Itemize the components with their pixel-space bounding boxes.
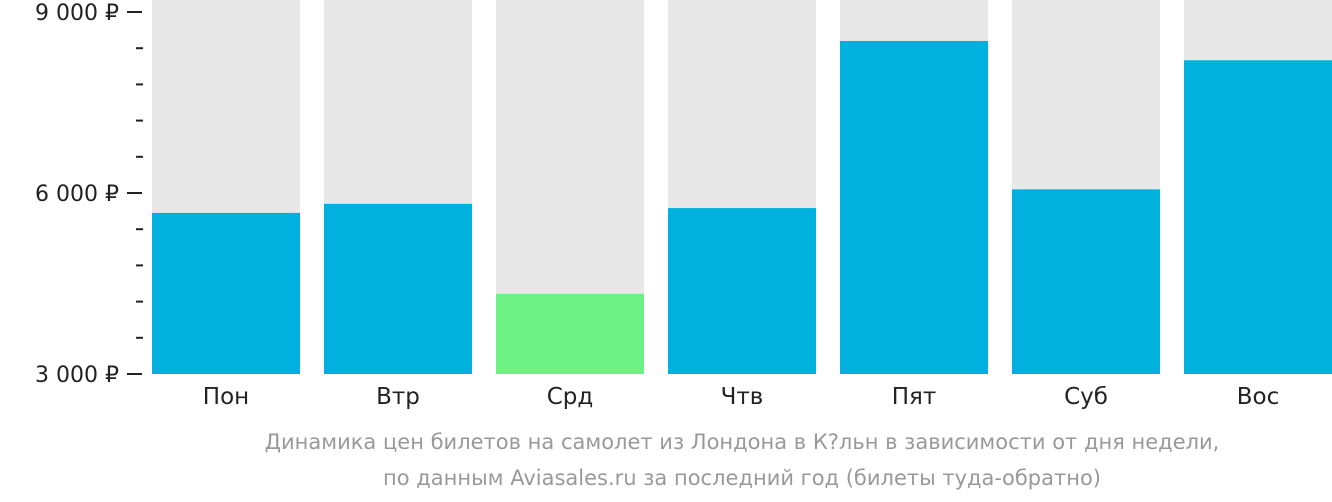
- category-label: Пят: [892, 384, 937, 410]
- category-label: Чтв: [721, 384, 764, 410]
- bar-1: [152, 212, 300, 374]
- category-label: Втр: [376, 384, 420, 410]
- bar-7: [1184, 60, 1332, 375]
- x-axis-labels: Пон Втр Срд Чтв Пят Суб Вос: [203, 384, 1279, 410]
- y-axis: 9 000 ₽ 6 000 ₽ 3 000 ₽: [35, 1, 143, 388]
- y-tick-label: 6 000 ₽: [35, 182, 119, 207]
- bar-3: [496, 293, 644, 374]
- bars: [152, 40, 1332, 375]
- bar-2: [324, 203, 472, 374]
- y-tick-label: 3 000 ₽: [35, 363, 119, 388]
- bar-5: [840, 40, 988, 375]
- y-tick-label: 9 000 ₽: [35, 1, 119, 26]
- bar-6: [1012, 189, 1160, 374]
- chart-caption-line-1: Динамика цен билетов на самолет из Лондо…: [264, 430, 1220, 454]
- chart-caption-line-2: по данным Aviasales.ru за последний год …: [383, 466, 1101, 490]
- bar-4: [668, 208, 816, 374]
- category-label: Вос: [1237, 384, 1280, 410]
- category-label: Срд: [547, 384, 594, 410]
- category-label: Суб: [1064, 384, 1108, 410]
- price-by-weekday-chart: 9 000 ₽ 6 000 ₽ 3 000 ₽ Пон Втр Срд Чтв Пят Суб…: [35, 0, 1332, 410]
- category-label: Пон: [203, 384, 249, 410]
